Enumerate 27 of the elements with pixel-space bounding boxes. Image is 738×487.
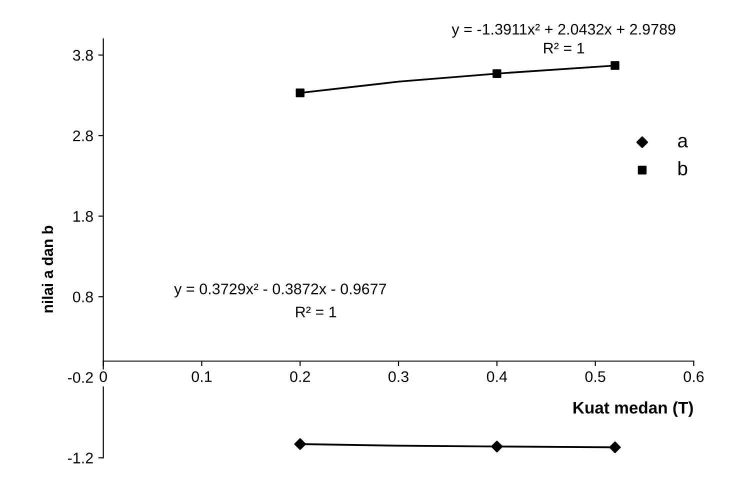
text: y = -1.3911x² + 2.0432x + 2.9789 <box>452 24 676 38</box>
point <box>492 69 502 78</box>
x-tick-label: 0.5 <box>585 371 606 382</box>
y-tick-label: -1.2 <box>68 452 93 464</box>
x-tick-label: 0.3 <box>388 371 408 382</box>
point <box>294 438 306 450</box>
x-tick-label: 0.1 <box>192 371 212 382</box>
x-tick-label: 0.4 <box>486 371 508 382</box>
y-tick-label: 0.8 <box>72 292 93 302</box>
y-axis-title: nilai a dan b <box>42 226 54 312</box>
y-tick-label: 2.8 <box>73 130 93 142</box>
annotation: y = 0.3729x² - 0.3872x - 0.9677 <box>174 284 386 298</box>
point <box>610 61 620 70</box>
annotation: R² = 1 <box>544 42 584 54</box>
y-tick-label: -0.2 <box>68 372 93 383</box>
x-tick-label: 0 <box>100 371 107 382</box>
x-tick-label: 0.2 <box>290 371 310 382</box>
point <box>296 88 304 98</box>
annotation: R² = 1 <box>296 306 336 318</box>
point <box>491 440 503 452</box>
legend-label: a <box>678 136 688 148</box>
y-tick-label: 1.8 <box>74 211 93 222</box>
y-tick-label: 3.8 <box>72 50 93 61</box>
x-axis-title: Kuat medan (T) <box>574 401 693 417</box>
x-tick-label: 0.6 <box>684 371 704 382</box>
point <box>609 441 621 454</box>
legend-label: b <box>678 161 688 176</box>
